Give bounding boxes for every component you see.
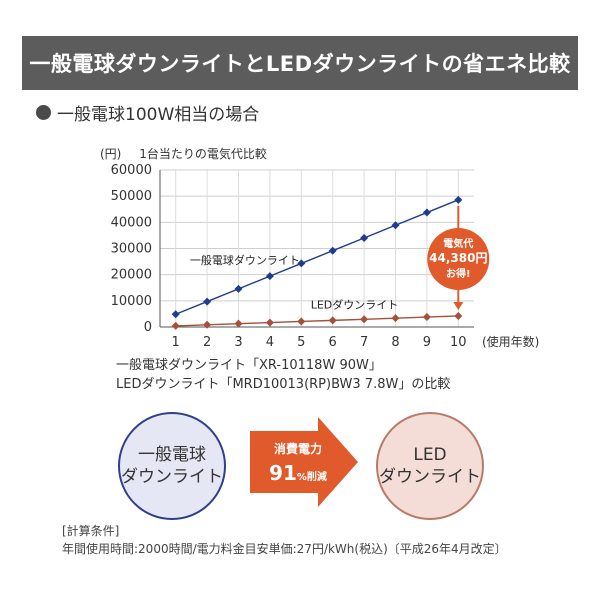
x-tick-label: 6 xyxy=(329,335,337,350)
annotation-text-1: 電気代 xyxy=(443,237,473,250)
title-banner: 一般電球ダウンライトとLEDダウンライトの省エネ比較 xyxy=(22,36,578,90)
arrow-percent-value: 91 xyxy=(269,460,297,485)
data-point xyxy=(454,311,463,320)
chart-title: 1台当たりの電気代比較 xyxy=(139,147,267,161)
y-tick-label: 10000 xyxy=(111,294,152,309)
data-point xyxy=(454,195,463,204)
x-tick-label: 9 xyxy=(423,335,431,350)
data-point xyxy=(171,310,180,319)
led-line-2: ダウンライト xyxy=(379,467,481,487)
y-tick-label: 60000 xyxy=(111,163,152,178)
x-tick-label: 5 xyxy=(297,335,305,350)
data-point xyxy=(203,297,212,306)
annotation-arrow-head xyxy=(453,301,464,310)
series-labels: 一般電球ダウンライト LEDダウンライト xyxy=(190,253,398,311)
y-tick-label: 20000 xyxy=(111,268,152,283)
annotation-text-2: 44,380円 xyxy=(429,251,487,265)
data-point xyxy=(328,246,337,255)
data-point xyxy=(297,259,306,268)
data-point xyxy=(234,319,243,328)
led-circle: LED ダウンライト xyxy=(376,412,484,520)
x-tick-label: 3 xyxy=(234,335,242,350)
notes-text: 年間使用時間:2000時間/電力料金目安単価:27円/kWh(税込)〔平成26年… xyxy=(62,542,507,556)
chart-axes: (使用年数) xyxy=(159,170,539,349)
comparison-text: 一般電球ダウンライト「XR-10118W 90W」 LEDダウンライト「MRD1… xyxy=(116,356,450,394)
x-axis-label: (使用年数) xyxy=(482,334,539,349)
y-tick-label: 0 xyxy=(144,320,152,335)
section-heading-text: 一般電球100W相当の場合 xyxy=(57,105,260,125)
led-line-1: LED xyxy=(413,445,447,465)
section-heading: 一般電球100W相当の場合 xyxy=(36,100,259,125)
data-point xyxy=(328,316,337,325)
annotation-text-3: お得! xyxy=(446,267,471,280)
data-point xyxy=(265,318,274,327)
series-label-1: 一般電球ダウンライト xyxy=(190,253,300,267)
arrow-text: 消費電力 91%削減 xyxy=(250,417,346,507)
comparison-line-2: LEDダウンライト「MRD10013(RP)BW3 7.8W」の比較 xyxy=(116,377,451,392)
data-point xyxy=(171,321,180,330)
x-tick-label: 1 xyxy=(172,335,180,350)
incandescent-circle: 一般電球 ダウンライト xyxy=(118,412,226,520)
x-tick-labels: 1 2 3 4 5 6 7 8 9 10 xyxy=(172,335,467,350)
arrow-percent-suffix: %削減 xyxy=(296,471,327,483)
data-point xyxy=(422,208,431,217)
data-point xyxy=(265,272,274,281)
comparison-line-1: 一般電球ダウンライト「XR-10118W 90W」 xyxy=(116,358,382,373)
bullet-icon xyxy=(36,105,51,120)
x-tick-label: 4 xyxy=(266,335,274,350)
y-tick-label: 40000 xyxy=(111,215,152,230)
arrow-percent: 91%削減 xyxy=(269,461,327,485)
banner-title: 一般電球ダウンライトとLEDダウンライトの省エネ比較 xyxy=(29,52,571,76)
series-label-2: LEDダウンライト xyxy=(311,298,399,312)
arrow-icon xyxy=(250,417,358,507)
chart-series xyxy=(171,195,463,330)
x-tick-label: 7 xyxy=(360,335,368,350)
incandescent-line-1: 一般電球 xyxy=(138,445,206,465)
data-point xyxy=(391,314,400,323)
data-point xyxy=(297,317,306,326)
data-point xyxy=(391,221,400,230)
series-line-2 xyxy=(175,315,459,327)
series-line-1 xyxy=(175,199,459,315)
data-point xyxy=(360,233,369,242)
chart-unit-label: (円) xyxy=(100,147,122,161)
data-point xyxy=(234,284,243,293)
incandescent-line-2: ダウンライト xyxy=(121,467,223,487)
data-point xyxy=(203,320,212,329)
data-point xyxy=(422,313,431,322)
data-point xyxy=(360,315,369,324)
line-chart: (使用年数) 0 10000 20000 30000 40000 50000 60000 1… xyxy=(111,163,540,350)
y-tick-label: 30000 xyxy=(111,242,152,257)
annotation-circle xyxy=(427,227,490,290)
arrow-label: 消費電力 xyxy=(273,441,322,456)
notes-heading: [計算条件] xyxy=(62,524,120,538)
calculation-notes: [計算条件] 年間使用時間:2000時間/電力料金目安単価:27円/kWh(税込… xyxy=(62,522,507,558)
y-tick-labels: 0 10000 20000 30000 40000 50000 60000 xyxy=(111,163,152,335)
y-tick-label: 50000 xyxy=(111,189,152,204)
x-tick-label: 10 xyxy=(450,335,467,350)
x-tick-label: 2 xyxy=(203,335,211,350)
chart-caption: (円) 1台当たりの電気代比較 xyxy=(100,145,267,162)
x-tick-label: 8 xyxy=(391,335,399,350)
reduction-arrow: 消費電力 91%削減 xyxy=(250,417,360,507)
